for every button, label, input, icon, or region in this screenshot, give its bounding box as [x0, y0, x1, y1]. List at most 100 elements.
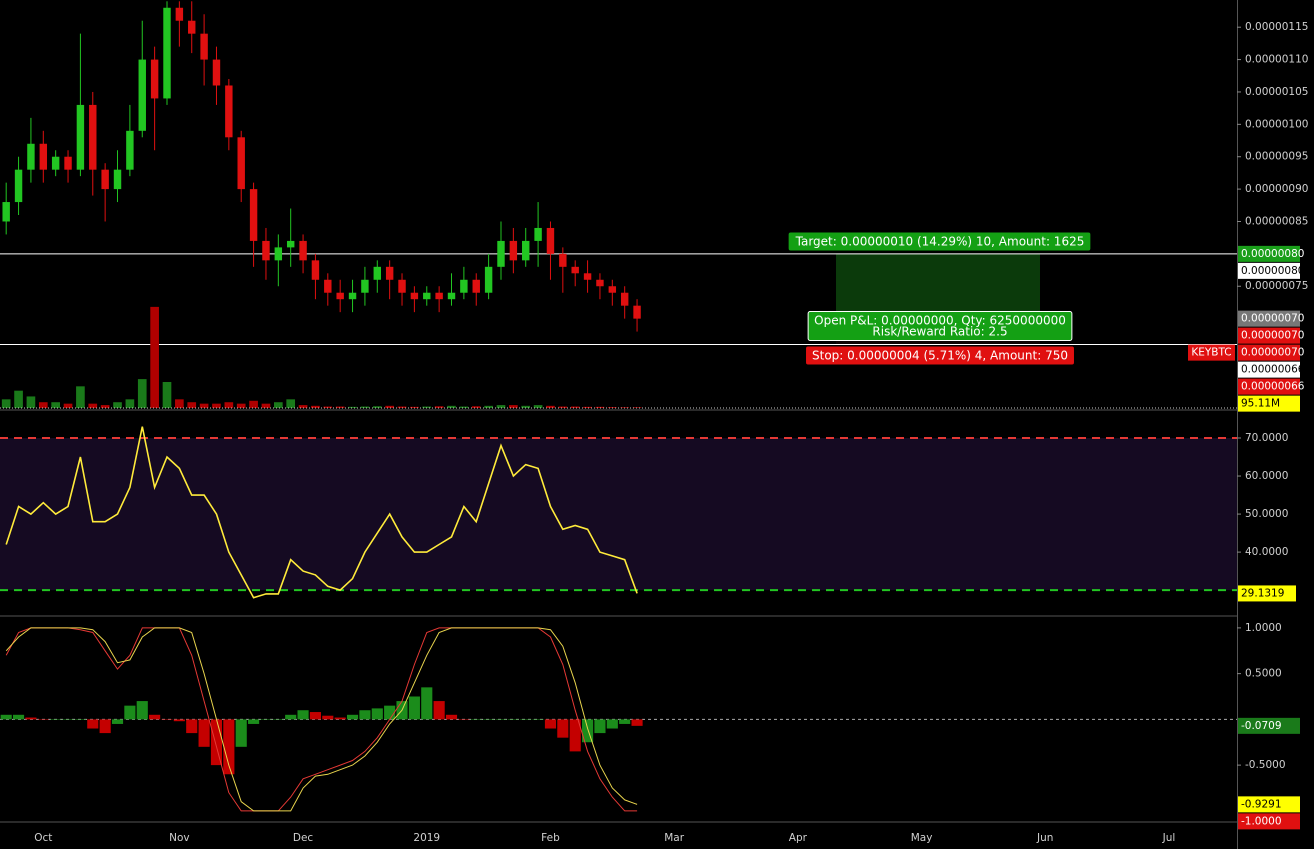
histogram-bar [334, 717, 346, 720]
volume-bar [298, 405, 308, 408]
volume-bar [521, 405, 531, 408]
stop-label-box [806, 346, 1074, 365]
candle-body [633, 305, 641, 319]
price-tag [1238, 310, 1300, 327]
candle-body [64, 156, 72, 170]
volume-bar [410, 406, 419, 408]
histogram-bar [0, 714, 12, 720]
candle-body [237, 137, 245, 190]
volume-bar [459, 406, 469, 408]
position-labels: Target: 0.00000010 (14.29%) 10, Amount: … [788, 232, 1091, 365]
histogram-bar [495, 719, 507, 720]
histogram-bar [371, 708, 383, 720]
candle-body [324, 279, 332, 293]
y-tick-label: 1.0000 [1245, 622, 1282, 634]
price-tag-label: 0.00000070 [1241, 313, 1304, 325]
volume-bar [484, 405, 493, 408]
price-tag [1238, 361, 1300, 378]
candle-body [212, 59, 221, 86]
candle-body [509, 240, 518, 261]
candle-body [522, 240, 530, 261]
volume-bar [63, 403, 73, 408]
rsi-line [5, 426, 638, 599]
candle-body [76, 104, 85, 170]
histogram-bar [322, 715, 334, 720]
volume-bar [236, 403, 246, 408]
volume-bar [273, 402, 283, 408]
target-zone [836, 253, 1040, 319]
price-tag-label: 0.00000066 [1241, 364, 1305, 376]
volume-bar [100, 405, 110, 408]
volume-bar [224, 402, 234, 408]
histogram-bar [544, 719, 557, 729]
volume-bar [372, 406, 382, 408]
volume-bar [162, 382, 172, 408]
histogram-bar [631, 719, 643, 726]
price-tag-label: -1.0000 [1241, 815, 1282, 827]
candle-body [596, 279, 604, 287]
candle-body [163, 7, 171, 99]
histogram-bar [557, 719, 569, 738]
histogram-bar [99, 719, 111, 734]
price-tag [1238, 378, 1300, 395]
y-tick-label: -0.5000 [1245, 759, 1286, 771]
price-tag-label: 0.00000070 [1241, 330, 1304, 342]
price-tag [1238, 813, 1300, 830]
candle-body [126, 130, 134, 170]
histogram-bar [309, 712, 322, 720]
volume-bar [150, 306, 159, 408]
volume-bar [76, 386, 85, 408]
candle-body [2, 202, 10, 222]
histogram-bar [408, 696, 420, 720]
volume-bar [249, 400, 258, 408]
y-tick-label: 60.0000 [1245, 470, 1288, 482]
histogram-bar [25, 717, 37, 720]
volume-bar [1, 399, 11, 408]
volume-bar [496, 405, 506, 408]
volume-bar [570, 406, 580, 408]
candle-body [534, 227, 542, 241]
y-tick-label: 0.00000110 [1245, 54, 1308, 66]
histogram-bar [161, 719, 173, 720]
histogram-bar [210, 719, 223, 766]
x-tick-label: 2019 [413, 832, 440, 844]
volume-bar [546, 405, 555, 408]
histogram-bar [272, 719, 284, 720]
histogram-bar [149, 714, 161, 720]
candle-body [286, 240, 295, 248]
candle-body [385, 266, 394, 280]
histogram-bar [594, 719, 606, 734]
candle-body [546, 227, 555, 254]
volume-bar [199, 403, 209, 408]
price-tag-label: 0.00000080 [1241, 265, 1304, 277]
x-tick-label: Jul [1162, 832, 1176, 844]
candle-body [188, 20, 196, 34]
candle-body [225, 85, 233, 138]
candle-body [559, 253, 567, 267]
volume-bar [397, 406, 407, 408]
stop-label-text: Stop: 0.00000004 (5.71%) 4, Amount: 750 [812, 349, 1068, 363]
price-tag [1238, 344, 1300, 361]
histogram-bar [50, 719, 62, 720]
volume-bar [583, 406, 592, 408]
price-tag [1238, 245, 1300, 262]
volume-bar [385, 405, 394, 408]
candle-body [200, 33, 208, 60]
y-tick-label: 0.00000090 [1245, 183, 1308, 195]
volume-bar [88, 403, 98, 408]
histogram-bar [111, 719, 124, 724]
pnl-label-text: Risk/Reward Ratio: 2.5 [872, 325, 1007, 339]
histogram-bar [445, 714, 458, 720]
oscillator-line [5, 627, 638, 812]
histogram-bar [223, 719, 235, 775]
x-tick-label: May [911, 832, 933, 844]
histogram-bar [248, 719, 260, 724]
histogram-bar [186, 719, 198, 734]
candle-body [423, 292, 431, 300]
volume-bar [323, 406, 333, 408]
histogram-bar [74, 719, 86, 720]
histogram-bar [235, 719, 247, 747]
candle-body [361, 279, 369, 293]
price-tag-label: -0.9291 [1241, 798, 1282, 810]
